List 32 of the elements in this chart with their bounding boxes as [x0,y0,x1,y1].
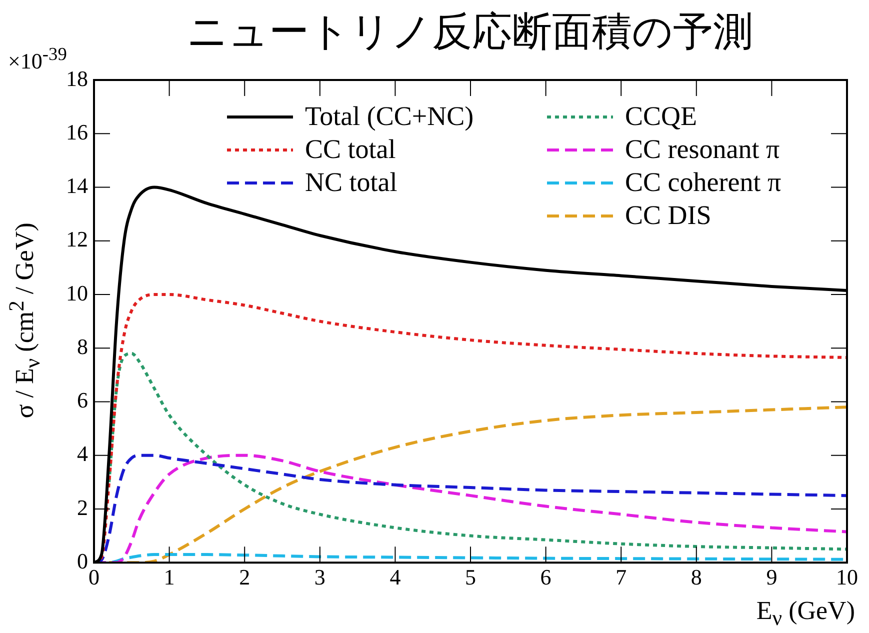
x-tick-label: 6 [540,564,552,590]
y-tick-label: 10 [66,280,88,306]
x-tick-label: 1 [164,564,175,590]
legend-label: CC resonant π [625,134,780,165]
x-tick-label: 10 [836,564,858,590]
y-tick-label: 2 [77,494,88,520]
line-series [108,406,847,563]
legend-label: CCQE [625,101,698,132]
x-tick-label: 8 [690,564,702,590]
y-tick-label: 12 [66,226,88,252]
x-tick-label: 3 [314,564,326,590]
x-axis-title: E$_{ν}$ (GeV) [756,596,855,632]
text: ×10$^{-39}$ [8,44,67,74]
y-tick-label: 0 [77,548,88,574]
line-series [108,352,847,551]
x-tick-label: 9 [766,564,778,590]
x-tick-label: 7 [616,564,627,590]
legend-label: NC total [305,167,398,198]
x-tick-label: 5 [465,564,476,590]
y-tick-label: 4 [77,441,88,466]
y-tick-label: 18 [66,66,88,91]
y-tick-label: 6 [77,388,88,413]
chart-title: ニュートリノ反応断面積の予測 [186,8,754,57]
legend-label: CC total [305,134,396,165]
legend-label: CC coherent π [625,167,782,198]
y-tick-label: 16 [66,119,88,144]
legend-label: CC DIS [625,200,712,231]
x-tick-label: 4 [390,564,401,590]
x-tick-label: 2 [239,564,250,590]
legend-label: Total (CC+NC) [305,101,474,132]
y-tick-label: 14 [66,173,88,198]
y-tick-label: 8 [77,334,88,359]
